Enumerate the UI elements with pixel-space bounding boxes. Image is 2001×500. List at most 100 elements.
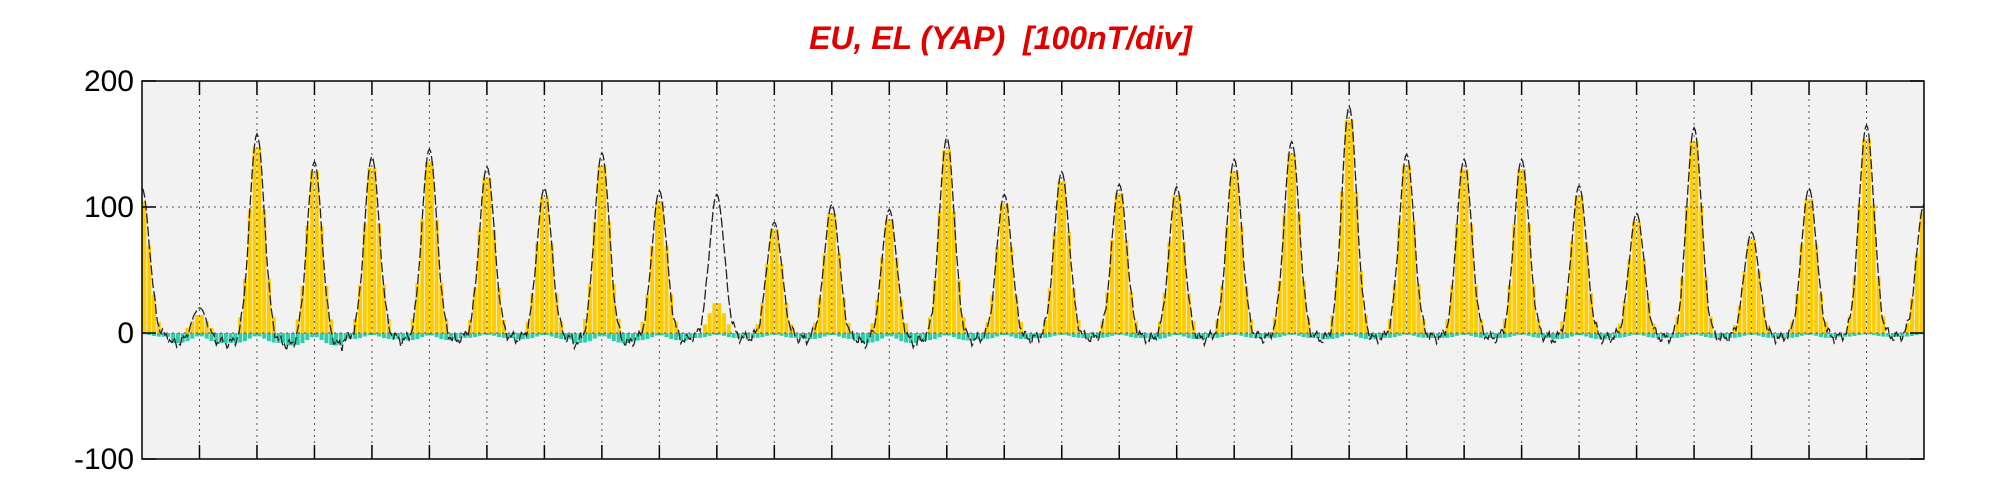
el-bar [746,333,750,338]
eu-bar [1675,316,1680,333]
el-bar [1119,333,1124,335]
el-bar [1181,333,1186,337]
el-bar [1526,333,1531,336]
el-bar [990,333,995,339]
eu-bar [1172,195,1177,333]
el-bar [1090,333,1095,338]
el-bar [1325,333,1330,340]
el-bar [837,333,841,337]
el-bar [1464,333,1469,335]
el-bar [755,333,760,338]
y-tick-label: 0 [117,317,134,350]
el-bar [904,333,909,343]
eu-bar [314,171,319,333]
el-bar [932,333,937,340]
eu-bar [947,149,952,333]
el-bar [458,333,463,338]
el-bar [1378,333,1383,338]
eu-bar [1876,276,1881,333]
el-bar [741,333,746,338]
el-bar [540,333,544,336]
eu-bar [937,211,942,333]
el-bar [152,333,156,336]
eu-bar [386,319,391,333]
el-bar [544,333,549,336]
el-bar [1651,333,1656,338]
el-bar [631,333,635,341]
eu-bar [1057,181,1062,333]
el-bar [439,333,444,340]
el-bar [942,333,947,336]
el-bar [999,333,1004,336]
eu-bar [358,284,362,333]
eu-bar [1862,139,1867,333]
eu-bar [1517,169,1522,333]
el-bar [1694,333,1699,335]
el-bar [1177,333,1182,336]
eu-bar [1349,119,1354,334]
el-bar [669,333,674,340]
el-bar [1004,333,1009,336]
eu-bar [1531,285,1536,333]
el-bar [760,333,765,338]
el-bar [1589,333,1594,339]
el-bar [722,333,726,336]
el-bar [717,333,722,335]
eu-bar [415,283,420,333]
eu-bar [1536,319,1541,333]
eu-bar [266,278,271,333]
el-bar [1684,333,1689,336]
el-bar [1387,333,1392,338]
eu-bar [990,295,995,333]
el-bar [511,333,516,338]
el-bar [1052,333,1057,336]
eu-bar [1526,224,1531,333]
el-bar [381,333,386,339]
eu-bar [1014,295,1019,333]
eu-bar [1914,253,1919,333]
el-bar [889,333,894,337]
el-bar [1637,333,1641,335]
el-bar [1641,333,1646,336]
eu-bar [1910,298,1914,333]
eu-bar [472,287,477,333]
el-bar [583,333,588,343]
el-bar [324,333,329,344]
el-bar [1900,333,1905,337]
eu-bar [1234,171,1239,333]
el-bar [1747,333,1752,335]
eu-bar [142,201,147,333]
el-bar [865,333,870,343]
el-bar [674,333,679,341]
eu-bar [1699,206,1704,333]
eu-bar [1747,239,1752,333]
eu-bar [583,318,588,333]
el-bar [1043,333,1047,338]
el-bar [1541,333,1546,338]
el-bar [1474,333,1479,338]
el-bar [952,333,956,338]
el-bar [1066,333,1071,336]
eu-bar [377,223,382,333]
eu-bar [477,229,482,333]
el-bar [707,333,712,336]
eu-bar [1512,224,1517,333]
el-bar [1823,333,1828,338]
el-bar [295,333,300,345]
el-bar [1890,333,1895,337]
el-bar [1191,333,1196,339]
eu-bar [1689,141,1694,333]
el-bar [726,333,731,338]
el-bar [190,333,195,339]
el-bar [1512,333,1517,336]
eu-bar [1167,241,1172,333]
el-bar [353,333,358,339]
el-bar [482,333,487,335]
eu-bar [1392,284,1397,333]
eu-bar [310,171,315,333]
eu-bar [1244,285,1249,333]
el-bar [180,333,185,343]
el-bar [1608,333,1613,338]
el-bar [1603,333,1608,340]
eu-bar [1593,321,1598,333]
